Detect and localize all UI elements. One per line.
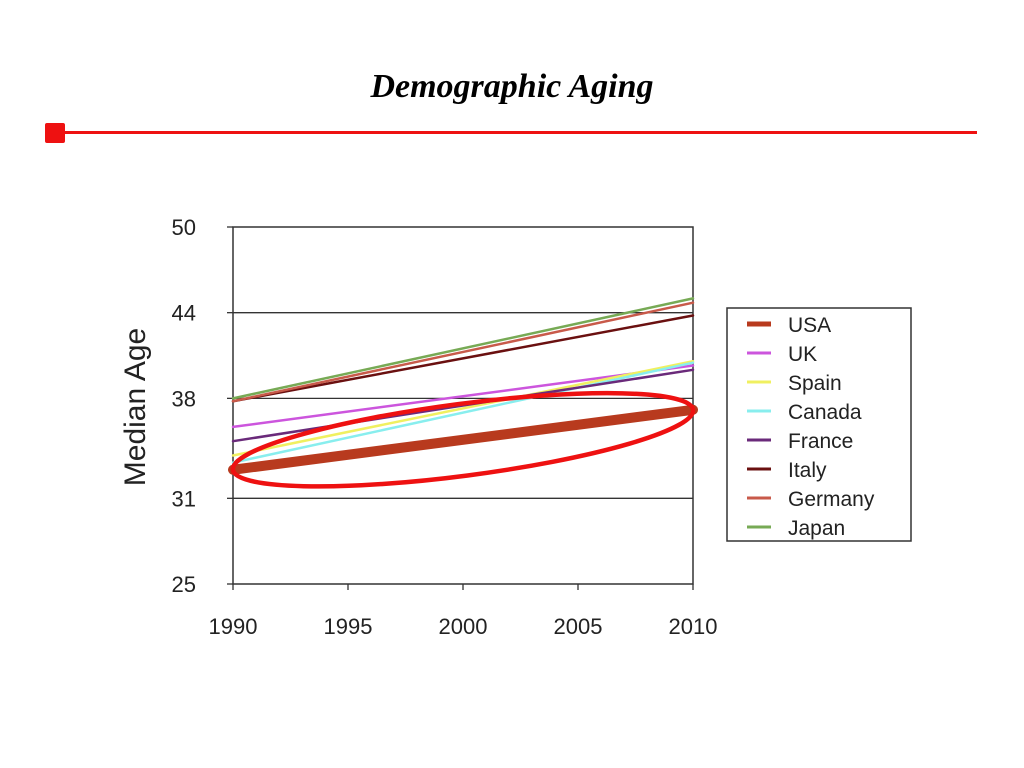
- y-tick-label: 38: [172, 386, 196, 411]
- y-tick-label: 50: [172, 215, 196, 240]
- legend-entry: Germany: [788, 488, 875, 511]
- x-tick-label: 2010: [669, 614, 718, 639]
- legend-entry: UK: [788, 343, 817, 366]
- y-tick-label: 31: [172, 486, 196, 511]
- x-tick-label: 2005: [554, 614, 603, 639]
- highlight-annotation: [230, 390, 696, 489]
- x-axis-tick-labels: 1990 1995 2000 2005 2010: [209, 584, 718, 639]
- series-line-italy: [231, 314, 695, 403]
- y-tick-label: 25: [172, 572, 196, 597]
- y-axis-tick-labels: 50 44 38 31 25: [172, 215, 233, 597]
- legend-entry: France: [788, 430, 853, 453]
- legend-entry: USA: [788, 314, 831, 337]
- slide-title: Demographic Aging: [370, 68, 654, 105]
- legend-box: [726, 307, 912, 542]
- gridlines: [233, 312, 693, 499]
- series-line-usa: [228, 404, 698, 475]
- series-line-canada: [231, 361, 695, 464]
- series-line-germany: [231, 301, 695, 403]
- y-axis-label: Median Age: [119, 328, 152, 486]
- red-square-bullet-icon: [45, 123, 65, 143]
- x-tick-label: 2000: [439, 614, 488, 639]
- series-line-spain: [231, 359, 695, 457]
- legend-entry: Spain: [788, 372, 842, 395]
- legend-entry: Japan: [788, 517, 845, 540]
- title-divider-line: [55, 131, 977, 134]
- y-tick-label: 44: [172, 301, 196, 326]
- x-tick-label: 1995: [324, 614, 373, 639]
- legend-entry: Canada: [788, 401, 862, 424]
- x-tick-label: 1990: [209, 614, 258, 639]
- legend: USA UK Spain Canada France Italy Germany Japan: [726, 307, 912, 542]
- series-line-japan: [231, 297, 695, 400]
- legend-entry: Italy: [788, 459, 827, 482]
- highlight-ellipse: [230, 390, 696, 489]
